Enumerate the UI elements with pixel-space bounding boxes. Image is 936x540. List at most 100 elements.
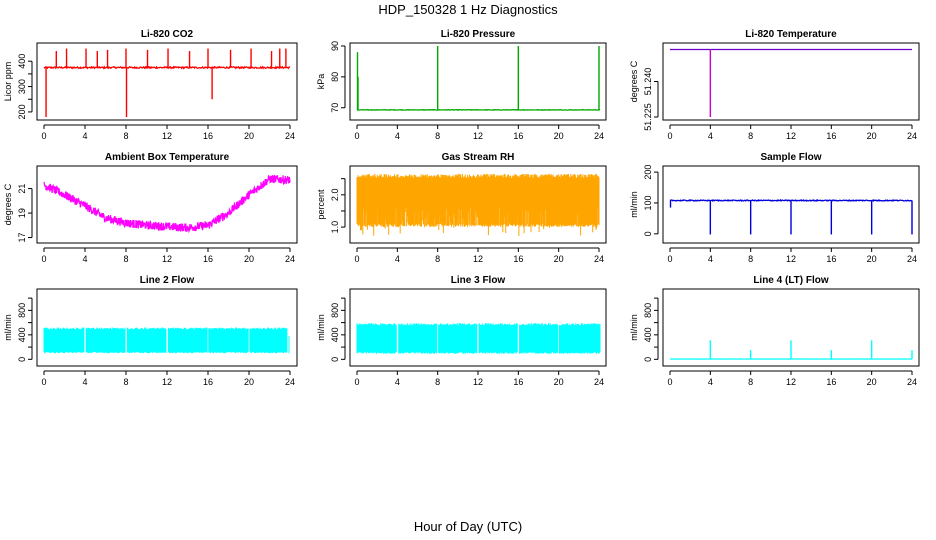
data-series: [670, 340, 913, 360]
x-axis: 0 4 8 12 16 20 24: [667, 247, 917, 264]
x-tick-label: 24: [907, 131, 917, 141]
panel-title: Line 2 Flow: [140, 275, 195, 286]
plot-frame: [662, 288, 920, 367]
data-series: [43, 174, 291, 234]
y-tick-label: 80: [330, 72, 340, 82]
y-tick-label: 400: [17, 327, 27, 342]
x-tick-label: 0: [667, 254, 672, 264]
data-series: [43, 48, 291, 117]
y-axis-label: ml/min: [629, 191, 639, 218]
data-series: [43, 327, 290, 354]
y-tick-label: 800: [17, 303, 27, 318]
x-tick-label: 0: [354, 254, 359, 264]
series-line: [43, 174, 291, 234]
plot-frame: [662, 165, 920, 244]
data-series: [670, 48, 912, 117]
y-tick-label: 0: [643, 231, 653, 236]
x-axis: 0 4 8 12 16 20 24: [354, 247, 604, 264]
y-axis: 0 400 800: [643, 297, 659, 362]
chart-panel-7: Line 2 Flow ml/min 0 4 8 12 16 20 24 0 400 800: [3, 275, 298, 387]
series-band: [356, 173, 600, 236]
x-tick-label: 4: [708, 377, 713, 387]
x-tick-label: 12: [473, 131, 483, 141]
x-tick-label: 4: [395, 131, 400, 141]
y-axis-label: ml/min: [3, 314, 13, 341]
x-tick-label: 12: [162, 131, 172, 141]
x-tick-label: 0: [354, 131, 359, 141]
y-axis-label: degrees C: [3, 183, 13, 225]
chart-panel-9: Line 4 (LT) Flow ml/min 0 4 8 12 16 20 24 0 400 800: [629, 275, 920, 387]
x-tick-label: 12: [786, 254, 796, 264]
y-axis: 200 300 400: [17, 54, 33, 119]
x-tick-label: 24: [285, 131, 295, 141]
chart-panel-5: Gas Stream RH percent 0 4 8 12 16 20 24 1.0 2.0: [316, 152, 607, 264]
x-tick-label: 16: [826, 254, 836, 264]
chart-panel-1: Li-820 CO2 Licor ppm 0 4 8 12 16 20 24 200 300 400: [3, 29, 298, 141]
figure-title: HDP_150328 1 Hz Diagnostics: [378, 2, 558, 17]
y-tick-label: 0: [643, 357, 653, 362]
x-axis: 0 4 8 12 16 20 24: [41, 124, 295, 141]
x-tick-label: 4: [82, 254, 87, 264]
series-band: [43, 327, 288, 354]
y-axis: 1.0 2.0: [330, 178, 346, 233]
x-tick-label: 20: [554, 131, 564, 141]
x-tick-label: 12: [473, 254, 483, 264]
panel-title: Line 4 (LT) Flow: [753, 275, 829, 286]
x-tick-label: 16: [513, 377, 523, 387]
x-tick-label: 8: [435, 131, 440, 141]
x-tick-label: 24: [594, 254, 604, 264]
x-axis: 0 4 8 12 16 20 24: [41, 247, 295, 264]
plot-frame: [662, 42, 920, 121]
chart-panel-3: Li-820 Temperature degrees C 0 4 8 12 16 20 24 51…: [629, 29, 920, 141]
data-series: [356, 173, 600, 236]
x-tick-label: 4: [708, 254, 713, 264]
y-tick-label: 51.225: [643, 103, 653, 131]
x-tick-label: 0: [667, 377, 672, 387]
data-series: [669, 198, 913, 235]
x-tick-label: 4: [395, 254, 400, 264]
x-tick-label: 12: [786, 377, 796, 387]
panel-title: Line 3 Flow: [451, 275, 506, 286]
y-axis-label: percent: [316, 189, 326, 220]
x-tick-label: 4: [708, 131, 713, 141]
y-tick-label: 400: [330, 327, 340, 342]
chart-panel-8: Line 3 Flow ml/min 0 4 8 12 16 20 24 0 400 800: [316, 275, 607, 387]
x-tick-label: 0: [41, 254, 46, 264]
x-axis: 0 4 8 12 16 20 24: [667, 370, 917, 387]
x-tick-label: 24: [907, 377, 917, 387]
x-tick-label: 20: [244, 377, 254, 387]
x-tick-label: 20: [554, 377, 564, 387]
panel-title: Gas Stream RH: [442, 152, 515, 163]
x-tick-label: 8: [435, 377, 440, 387]
chart-panel-2: Li-820 Pressure kPa 0 4 8 12 16 20 24 70 80 90: [316, 29, 607, 141]
y-axis: 0 400 800: [330, 297, 346, 362]
y-tick-label: 70: [330, 103, 340, 113]
x-tick-label: 16: [826, 131, 836, 141]
y-tick-label: 90: [330, 41, 340, 51]
x-tick-label: 16: [203, 254, 213, 264]
x-tick-label: 8: [123, 254, 128, 264]
x-tick-label: 16: [513, 254, 523, 264]
x-tick-label: 4: [395, 377, 400, 387]
y-tick-label: 400: [643, 327, 653, 342]
y-tick-label: 17: [17, 233, 27, 243]
x-tick-label: 20: [867, 377, 877, 387]
x-tick-label: 8: [748, 131, 753, 141]
figure-x-axis-label: Hour of Day (UTC): [414, 519, 522, 534]
x-tick-label: 4: [82, 131, 87, 141]
y-tick-label: 19: [17, 208, 27, 218]
data-series: [356, 323, 601, 354]
y-axis-label: Licor ppm: [3, 62, 13, 102]
x-tick-label: 24: [907, 254, 917, 264]
plot-frame: [349, 165, 607, 244]
x-tick-label: 0: [667, 131, 672, 141]
x-tick-label: 16: [826, 377, 836, 387]
y-tick-label: 400: [17, 54, 27, 69]
x-tick-label: 16: [513, 131, 523, 141]
x-tick-label: 12: [473, 377, 483, 387]
chart-panel-4: Ambient Box Temperature degrees C 0 4 8 12 16 2…: [3, 152, 298, 264]
x-tick-label: 12: [786, 131, 796, 141]
x-tick-label: 12: [162, 377, 172, 387]
x-tick-label: 12: [162, 254, 172, 264]
